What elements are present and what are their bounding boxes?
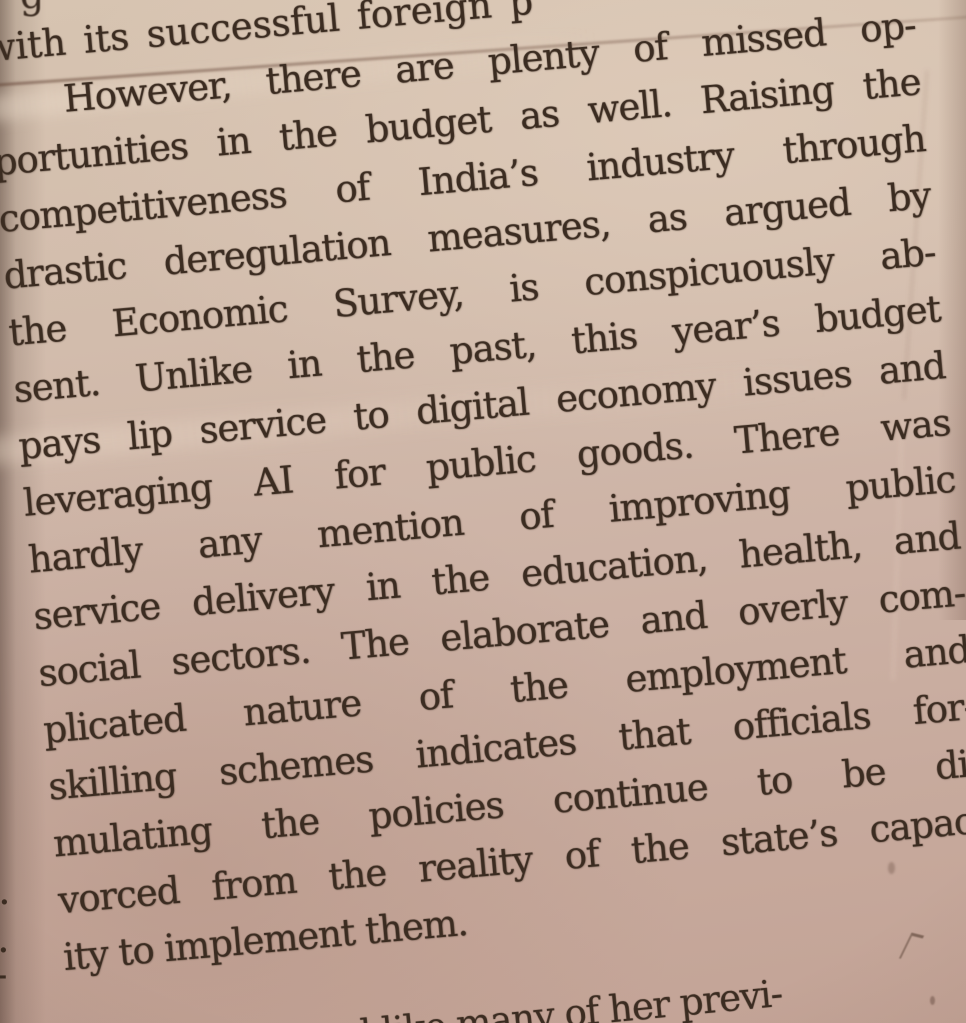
adjacent-column-fragment: . [0,868,11,914]
right-edge-shadow [938,0,966,620]
ink-speck [888,862,895,874]
adjacent-column-fragment: . [0,916,10,962]
adjacent-column-fragment: - [0,952,8,998]
ink-speck [930,996,935,1005]
left-edge-shadow [0,0,46,1023]
cropped-letter-fragment: g [20,0,44,17]
